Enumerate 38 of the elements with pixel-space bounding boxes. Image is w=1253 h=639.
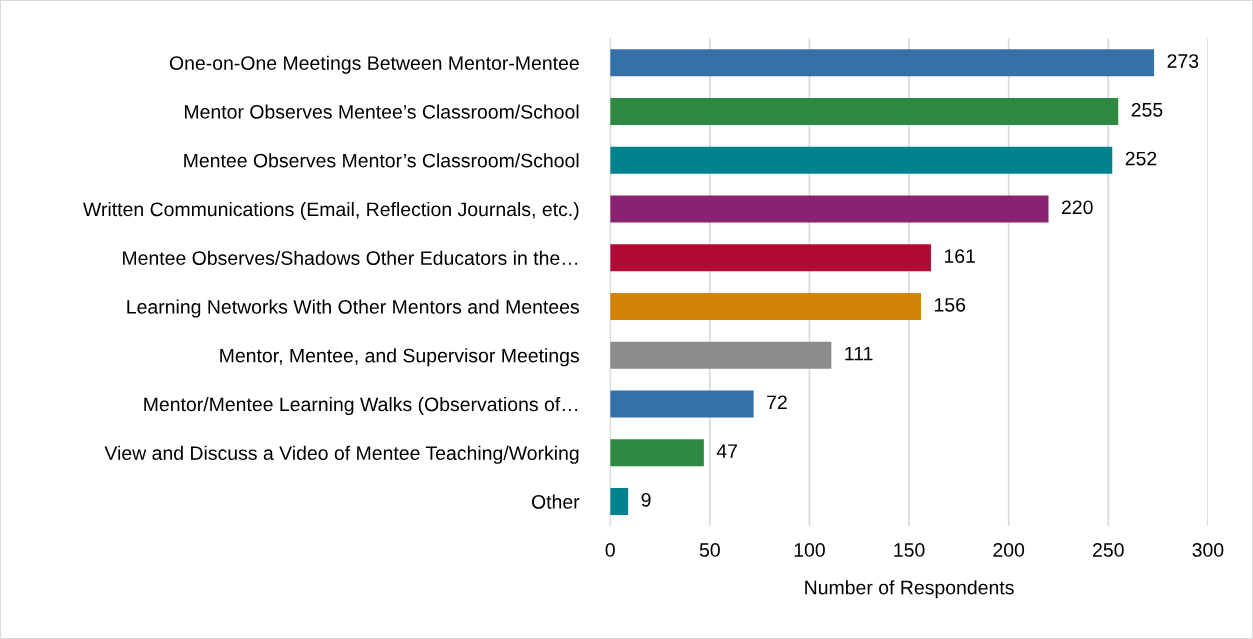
y-tick-label: Mentee Observes Mentor’s Classroom/School — [184, 153, 579, 168]
x-tick-label: 200 — [993, 543, 1025, 557]
x-tick-label: 150 — [894, 543, 925, 557]
data-label: 161 — [944, 249, 975, 263]
y-tick-label: One-on-One Meetings Between Mentor-Mentee — [169, 55, 579, 74]
bar — [610, 98, 1119, 125]
bar — [610, 146, 1113, 174]
y-tick-label: Other — [531, 494, 580, 509]
data-label: 273 — [1167, 54, 1199, 68]
bar — [610, 195, 1049, 223]
bar — [610, 49, 1155, 77]
bar — [610, 439, 704, 467]
data-label: 47 — [716, 444, 737, 458]
data-label: 156 — [934, 297, 966, 312]
y-tick-label: Mentor Observes Mentee’s Classroom/School — [185, 104, 579, 119]
data-label: 255 — [1131, 102, 1163, 117]
y-tick-label: Learning Networks With Other Mentors and Mentees — [127, 299, 579, 318]
y-tick-label: Mentor, Mentee, and Supervisor Meetings — [220, 348, 579, 367]
data-label: 72 — [767, 395, 787, 410]
x-tick-label: 50 — [699, 543, 720, 557]
bar — [610, 244, 931, 272]
y-tick-label: Mentor/Mentee Learning Walks (Observations of… — [144, 396, 578, 416]
data-label: 111 — [845, 346, 873, 361]
y-tick-label: Written Communications (Email, Reflection Journals, etc.) — [83, 201, 579, 221]
bar — [610, 293, 922, 320]
x-tick-label: 0 — [605, 543, 615, 557]
bar — [610, 488, 629, 515]
bar — [610, 390, 754, 418]
y-tick-label: Mentee Observes/Shadows Other Educators in the… — [123, 250, 578, 265]
x-tick-label: 100 — [794, 543, 825, 557]
x-axis-title: Number of Respondents — [805, 580, 1014, 599]
x-tick-label: 250 — [1093, 543, 1124, 557]
data-label: 9 — [641, 492, 651, 507]
x-tick-label: 300 — [1192, 543, 1224, 557]
bar — [610, 341, 832, 369]
data-label: 252 — [1125, 151, 1157, 166]
y-tick-label: View and Discuss a Video of Mentee Teaching/Working — [104, 445, 579, 464]
data-label: 220 — [1061, 200, 1093, 215]
